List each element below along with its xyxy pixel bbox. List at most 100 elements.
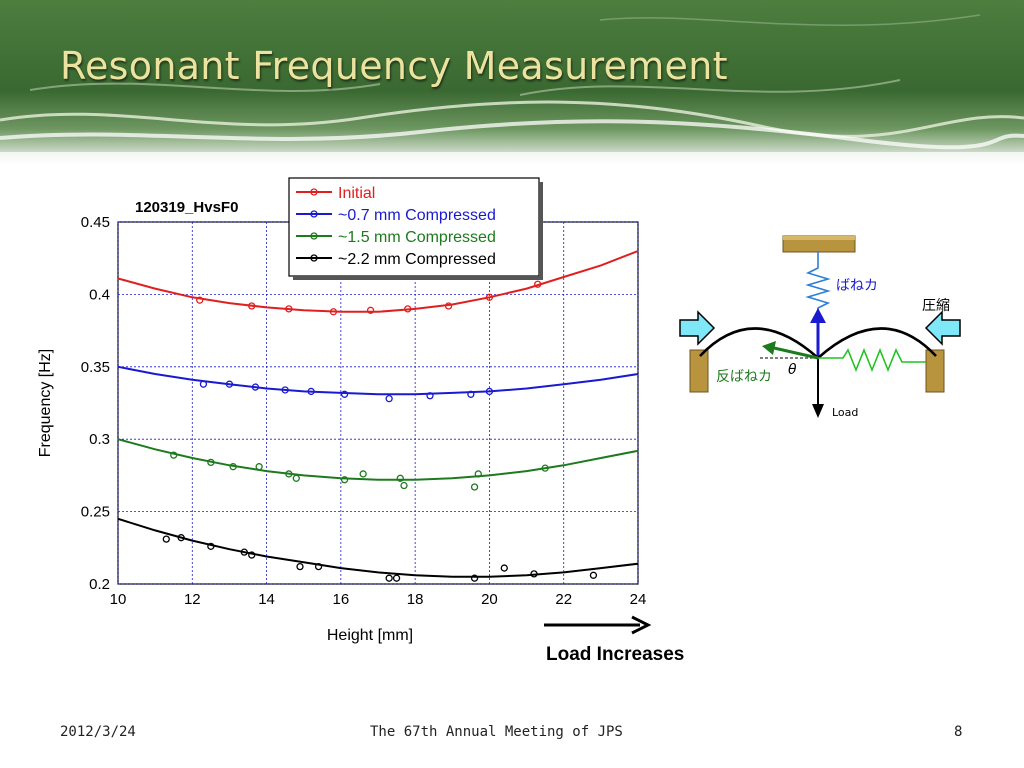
top-plate bbox=[782, 235, 856, 253]
x-tick-label: 14 bbox=[258, 591, 275, 608]
data-point-series-2 bbox=[255, 463, 263, 471]
chart-legend: Initial ~0.7 mm Compressed ~1.5 mm Compres… bbox=[288, 177, 543, 280]
x-tick-label: 24 bbox=[630, 591, 647, 608]
x-axis-label: Height [mm] bbox=[327, 627, 413, 644]
theta-label: θ bbox=[788, 362, 797, 378]
data-point-series-3 bbox=[296, 562, 304, 571]
legend-marker bbox=[310, 188, 318, 196]
compress-label: 圧縮 bbox=[922, 298, 950, 314]
data-point-series-2 bbox=[470, 483, 479, 491]
data-point-series-3 bbox=[240, 548, 248, 556]
data-point-series-3 bbox=[177, 534, 185, 542]
grid-lines bbox=[117, 221, 639, 585]
header-banner: Resonant Frequency Measurement bbox=[0, 0, 1024, 165]
data-point-series-3 bbox=[589, 571, 598, 579]
data-point-series-0 bbox=[329, 308, 338, 316]
data-point-series-2 bbox=[396, 474, 404, 482]
legend-entry: ~0.7 mm Compressed bbox=[338, 207, 496, 224]
data-point-series-2 bbox=[541, 464, 549, 472]
data-point-series-1 bbox=[340, 390, 349, 398]
data-point-series-2 bbox=[285, 470, 293, 478]
x-tick-label: 16 bbox=[333, 591, 350, 608]
y-tick-label: 0.35 bbox=[81, 359, 110, 376]
data-point-series-3 bbox=[392, 574, 401, 582]
fit-line-series-3 bbox=[117, 517, 639, 578]
compress-right-arrow-icon bbox=[924, 310, 961, 346]
data-point-series-3 bbox=[385, 574, 393, 582]
legend-entry: ~1.5 mm Compressed bbox=[338, 229, 496, 246]
legend-marker bbox=[310, 210, 318, 218]
data-point-series-2 bbox=[474, 470, 482, 478]
data-points bbox=[162, 280, 598, 582]
data-point-series-1 bbox=[426, 392, 434, 400]
legend-entry: Initial bbox=[338, 185, 375, 202]
horizontal-spring bbox=[818, 347, 926, 373]
footer-date: 2012/3/24 bbox=[60, 724, 136, 740]
compress-left-arrow-icon bbox=[679, 310, 716, 346]
load-label: Load bbox=[832, 406, 858, 419]
data-point-series-1 bbox=[225, 380, 234, 388]
data-point-series-2 bbox=[170, 451, 178, 459]
data-point-series-2 bbox=[229, 463, 237, 471]
data-point-series-0 bbox=[196, 296, 204, 304]
x-tick-label: 22 bbox=[555, 591, 572, 608]
x-tick-label: 10 bbox=[110, 591, 127, 608]
data-point-series-0 bbox=[248, 302, 256, 310]
left-wall bbox=[689, 349, 709, 393]
data-point-series-0 bbox=[444, 302, 453, 310]
reaction-force-arrow bbox=[773, 346, 819, 360]
chart-title: 120319_HvsF0 bbox=[135, 199, 238, 216]
x-tick-label: 20 bbox=[481, 591, 498, 608]
data-point-series-3 bbox=[314, 562, 323, 571]
vertical-spring bbox=[805, 252, 831, 314]
data-point-series-1 bbox=[307, 387, 315, 396]
right-arch bbox=[817, 327, 937, 359]
data-point-series-1 bbox=[199, 380, 208, 388]
fit-line-series-2 bbox=[117, 438, 639, 481]
data-point-series-2 bbox=[400, 481, 408, 490]
data-point-series-2 bbox=[359, 470, 367, 478]
data-point-series-1 bbox=[485, 387, 494, 396]
reaction-force-label: 反ばねカ bbox=[716, 369, 772, 385]
data-point-series-3 bbox=[207, 542, 215, 551]
y-axis-label: Frequency [Hz] bbox=[37, 349, 54, 457]
y-tick-labels: 0.2 0.25 0.3 0.35 0.4 0.45 bbox=[81, 214, 110, 593]
data-point-series-3 bbox=[248, 551, 256, 559]
y-tick-label: 0.25 bbox=[81, 504, 110, 521]
legend-marker bbox=[310, 232, 318, 240]
spring-force-label: ばねカ bbox=[836, 278, 878, 294]
footer-title: The 67th Annual Meeting of JPS bbox=[370, 724, 623, 740]
spring-diagram: ばねカ 圧縮 反ばねカ θ Load bbox=[679, 235, 961, 419]
left-arch bbox=[699, 327, 819, 359]
data-point-series-0 bbox=[285, 305, 293, 313]
right-wall bbox=[925, 349, 945, 393]
frequency-chart: 120319_HvsF0 10 12 14 16 18 20 22 24 0.2 0.25 0.3… bbox=[37, 177, 647, 644]
data-point-series-1 bbox=[385, 395, 393, 403]
data-point-series-1 bbox=[251, 383, 260, 391]
y-tick-label: 0.3 bbox=[89, 431, 110, 448]
page-number: 8 bbox=[954, 724, 963, 740]
y-tick-label: 0.45 bbox=[81, 214, 110, 231]
y-tick-label: 0.4 bbox=[89, 286, 110, 303]
fit-line-series-0 bbox=[117, 250, 639, 313]
load-increases-label: Load Increases bbox=[546, 644, 685, 665]
data-point-series-0 bbox=[485, 293, 494, 301]
data-point-series-0 bbox=[534, 280, 542, 288]
data-point-series-3 bbox=[162, 535, 170, 543]
legend-marker bbox=[310, 254, 318, 262]
data-point-series-1 bbox=[467, 390, 475, 398]
data-point-series-2 bbox=[340, 476, 349, 484]
data-point-series-3 bbox=[470, 574, 479, 582]
data-point-series-0 bbox=[366, 306, 375, 314]
data-point-series-3 bbox=[530, 570, 538, 578]
data-point-series-0 bbox=[404, 305, 412, 313]
x-tick-label: 18 bbox=[407, 591, 424, 608]
x-tick-labels: 10 12 14 16 18 20 22 24 bbox=[110, 591, 647, 608]
plot-area bbox=[117, 221, 639, 585]
x-tick-label: 12 bbox=[184, 591, 201, 608]
y-tick-label: 0.2 bbox=[89, 576, 110, 593]
data-point-series-2 bbox=[207, 458, 215, 467]
legend-entry: ~2.2 mm Compressed bbox=[338, 251, 496, 268]
data-point-series-3 bbox=[500, 564, 508, 572]
slide-title: Resonant Frequency Measurement bbox=[60, 44, 728, 88]
